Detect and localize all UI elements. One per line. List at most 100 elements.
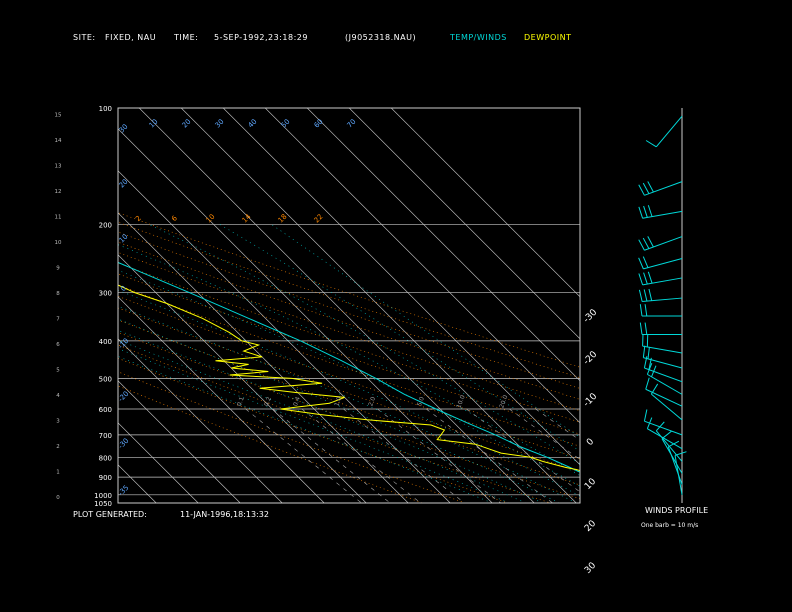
isotherm-line [306,108,580,382]
mixing-ratio-line [466,408,580,493]
isotherm-line [390,108,580,298]
dry-adiabat [118,357,508,503]
isotherm-right-label: 0 [585,437,596,448]
height-tick-label: 10 [55,240,62,246]
moist-adiabat [148,224,580,465]
moist-adiabat-label: 20 [181,118,193,130]
dry-adiabat [118,371,466,503]
dry-adiabat-label: 14 [241,212,253,224]
dry-adiabat-label: 10 [205,213,217,225]
legend-temp-winds: TEMP/WINDS [450,33,507,42]
moist-adiabat-label: 60 [313,118,325,130]
dry-adiabat [118,319,580,486]
mixing-ratio-line [426,408,553,503]
height-tick-label: 14 [55,138,62,144]
mixing-ratio-label: 0.1 [236,396,246,408]
pressure-tick-label: 300 [99,290,112,298]
plot-frame [117,107,581,504]
isotherm-line [118,380,241,503]
adiabat-left-label: -30 [117,437,131,451]
isotherm-line [138,108,535,503]
wind-barb [639,322,682,335]
plot-generated-label: PLOT GENERATED: [73,510,147,519]
height-tick-label: 5 [56,368,60,374]
isotherm-line [348,108,580,340]
moist-adiabat [118,289,580,497]
pressure-tick-label: 400 [99,338,112,346]
time-value: 5-SEP-1992,23:18:29 [214,33,308,42]
height-tick-label: 2 [56,444,60,450]
dry-adiabat [118,307,580,473]
mixing-ratio-label: 20.0 [498,394,509,409]
mixing-ratio-label: 2.0 [367,396,377,408]
winds-profile-note: One barb = 10 m/s [641,522,699,529]
dewpoint-profile [118,284,580,472]
wind-barb [650,383,683,421]
temperature-profile [118,261,580,473]
height-tick-label: 0 [56,495,60,501]
isotherm-right-label: 20 [583,519,598,534]
wind-barb [645,115,683,148]
wind-barb [645,377,683,407]
isotherm-line [118,128,493,503]
site-value: FIXED, NAU [105,33,157,42]
wind-barb [646,417,683,450]
mixing-ratio-label: 0.4 [292,396,302,408]
isotherm-line [118,254,367,503]
moist-adiabat [118,329,543,503]
moist-adiabat [118,305,577,503]
pressure-tick-label: 500 [99,375,112,383]
moist-adiabat [118,269,580,487]
wind-barb [638,271,683,286]
height-tick-label: 4 [56,393,60,399]
moist-adiabat-label: 50 [280,118,292,130]
dry-adiabat-label: 6 [170,214,179,223]
mixing-ratio-label: 1.0 [333,396,343,408]
time-label: TIME: [174,33,199,42]
height-tick-label: 9 [56,266,60,272]
pressure-tick-label: 600 [99,406,112,414]
dry-adiabat-label: 22 [313,213,325,225]
pressure-tick-label: 800 [99,454,112,462]
dry-adiabat [118,295,580,460]
dry-adiabat [118,221,580,379]
winds-profile-title: WINDS PROFILE [645,506,709,515]
wind-barb [667,440,683,485]
isotherm-line [118,464,157,503]
moist-adiabat-label: 70 [346,118,358,130]
isotherm-line [118,422,199,503]
dry-adiabat [118,284,580,447]
isotherm-line [0,108,30,503]
moist-adiabat [219,224,580,452]
isotherm-right-label: -20 [582,349,600,367]
adiabat-left-label: 30 [118,123,130,135]
isotherm-line [118,212,409,503]
wind-barb [638,256,683,270]
dry-adiabat-label: 18 [277,213,289,225]
isotherm-right-label: -10 [582,391,600,409]
wind-barb [642,334,683,354]
isotherm-line [118,170,451,503]
height-tick-label: 12 [55,189,62,195]
isotherm-line [180,108,577,503]
adiabat-left-label: 10 [118,233,130,245]
height-tick-label: 13 [55,164,62,170]
mixing-ratio-label: 10.0 [455,394,466,409]
wind-barb [643,409,683,436]
height-tick-label: 7 [56,317,60,323]
adiabat-left-label: -35 [117,484,131,498]
height-tick-label: 15 [55,113,62,119]
wind-barb [661,430,683,474]
site-label: SITE: [73,33,96,42]
wind-barb [643,356,683,383]
moist-adiabat [118,339,526,503]
plot-area [0,108,580,503]
height-tick-label: 6 [56,342,60,348]
pressure-tick-label: 200 [99,221,112,229]
legend-dewpoint: DEWPOINT [524,33,572,42]
isotherm-line [264,108,580,424]
isotherm-line [222,108,580,466]
height-tick-label: 3 [56,419,60,425]
height-tick-label: 8 [56,291,60,297]
